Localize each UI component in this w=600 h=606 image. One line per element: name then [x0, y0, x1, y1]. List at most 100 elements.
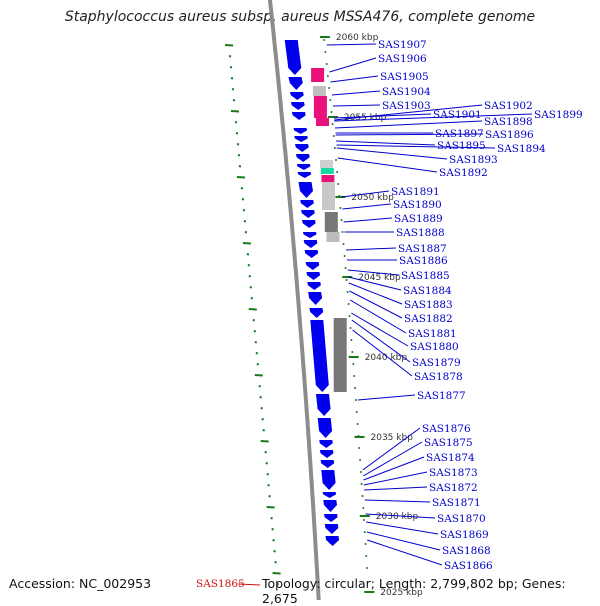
gene-label[interactable]: SAS1873	[429, 467, 478, 479]
gene-label[interactable]: SAS1899	[534, 109, 583, 121]
gene-label[interactable]: SAS1894	[497, 143, 546, 155]
ring-dot	[365, 555, 368, 557]
gene-arrow	[323, 500, 337, 512]
gene-label[interactable]: SAS1907	[378, 39, 427, 51]
gene-label[interactable]: SAS1905	[380, 71, 429, 83]
ring-dot	[360, 483, 363, 485]
gene-label[interactable]: SAS1898	[484, 116, 533, 128]
gc-tick	[255, 352, 259, 355]
kbp-tick-label: 2040 kbp	[365, 353, 408, 363]
gene-label[interactable]: SAS1877	[417, 390, 466, 402]
gene-label[interactable]: SAS1893	[449, 154, 498, 166]
ring-dot	[358, 447, 361, 449]
gene-label[interactable]: SAS1889	[394, 213, 443, 225]
gene-label[interactable]: SAS1870	[437, 513, 486, 525]
gene-label[interactable]: SAS1868	[442, 545, 491, 557]
ring-dot	[336, 171, 339, 173]
gene-label[interactable]: SAS1901	[433, 109, 482, 121]
gene-label[interactable]: SAS1881	[408, 328, 457, 340]
gene-label[interactable]: SAS1878	[414, 371, 463, 383]
gc-tick	[236, 176, 245, 179]
gene-arrow	[294, 136, 308, 142]
ring-dot	[361, 495, 364, 497]
gene-label[interactable]: SAS1895	[437, 140, 486, 152]
kbp-tick-track: 2060 kbp 2055 kbp 2050 kbp 2045 kbp 2040 kbp…	[319, 33, 423, 598]
gene-label[interactable]: SAS1872	[429, 482, 478, 494]
leader-line	[351, 319, 411, 363]
gc-tick	[266, 506, 275, 509]
ring-dot	[362, 507, 365, 509]
gene-arrow	[288, 77, 303, 90]
gene-label[interactable]: SAS1897	[435, 128, 484, 140]
gc-tick	[236, 143, 240, 146]
ring-dot	[349, 327, 352, 329]
gene-label[interactable]: SAS1876	[422, 423, 471, 435]
gene-arrow	[309, 308, 324, 318]
gc-tick	[260, 440, 269, 443]
ring-dot	[350, 339, 353, 341]
gene-arrow	[325, 536, 340, 546]
leader-line	[333, 113, 432, 119]
ring-dot	[356, 423, 359, 425]
gc-tick	[252, 319, 256, 322]
gene-label[interactable]: SAS1871	[432, 497, 481, 509]
ring-dot	[355, 411, 358, 413]
gene-label[interactable]: SAS1880	[410, 341, 459, 353]
leader-line	[334, 120, 483, 129]
gc-tick	[248, 275, 252, 278]
gene-label[interactable]: SAS1874	[426, 452, 475, 464]
gene-label[interactable]: SAS1888	[396, 227, 445, 239]
gene-arrow	[306, 272, 321, 280]
gene-label[interactable]: SAS1866	[444, 560, 493, 572]
gc-tick	[265, 462, 268, 465]
gene-label[interactable]: SAS1882	[404, 313, 453, 325]
gc-tick	[250, 297, 254, 300]
gene-label[interactable]: SAS1902	[484, 100, 533, 112]
leader-line	[334, 104, 483, 121]
inner-dotted-ring	[323, 39, 368, 569]
gene-arrow	[300, 200, 314, 208]
leader-line	[364, 486, 428, 491]
gene-arrow	[293, 128, 308, 134]
gc-tick	[230, 110, 240, 113]
gene-label[interactable]: SAS1879	[412, 357, 461, 369]
feature-block	[312, 86, 326, 96]
gene-label[interactable]: SAS1904	[382, 86, 431, 98]
ring-dot	[351, 351, 354, 353]
kbp-tick-label: 2045 kbp	[358, 273, 401, 283]
gene-label[interactable]: SAS1875	[424, 437, 473, 449]
gene-label[interactable]: SAS1884	[403, 285, 452, 297]
gene-label[interactable]: SAS1886	[399, 255, 448, 267]
leader-line	[336, 144, 496, 149]
ring-dot	[325, 63, 328, 65]
gene-arrow	[307, 282, 321, 290]
gene-label[interactable]: SAS1890	[393, 199, 442, 211]
gene-label[interactable]: SAS1906	[378, 53, 427, 65]
gc-tick	[273, 550, 276, 553]
map-title: Staphylococcus aureus subsp. aureus MSSA…	[64, 9, 536, 25]
gc-tick	[267, 484, 270, 487]
feature-block	[326, 232, 340, 242]
gene-label[interactable]: SAS1885	[401, 270, 450, 282]
feature-block	[316, 118, 329, 126]
gene-label[interactable]: SAS1869	[440, 529, 489, 541]
highlight-gene-label[interactable]: SAS1865	[196, 578, 245, 590]
gene-label[interactable]: SAS1903	[382, 100, 431, 112]
gene-label[interactable]: SAS1891	[391, 186, 440, 198]
ring-dot	[333, 147, 336, 149]
gene-arrow	[301, 210, 315, 218]
feature-block	[322, 182, 335, 210]
gene-label[interactable]: SAS1896	[485, 129, 534, 141]
ring-dot	[332, 135, 335, 137]
gc-tick	[271, 528, 274, 531]
feature-block	[313, 96, 327, 118]
gene-label[interactable]: SAS1887	[398, 243, 447, 255]
gene-arrow	[321, 470, 336, 490]
gene-label[interactable]: SAS1892	[439, 167, 488, 179]
gene-label[interactable]: SAS1883	[404, 299, 453, 311]
leader-line	[347, 269, 400, 276]
gene-label-track: SAS1907SAS1906SAS1905SAS1904SAS1903SAS19…	[378, 39, 583, 572]
gc-tick	[242, 242, 251, 245]
gc-tick	[243, 220, 247, 223]
